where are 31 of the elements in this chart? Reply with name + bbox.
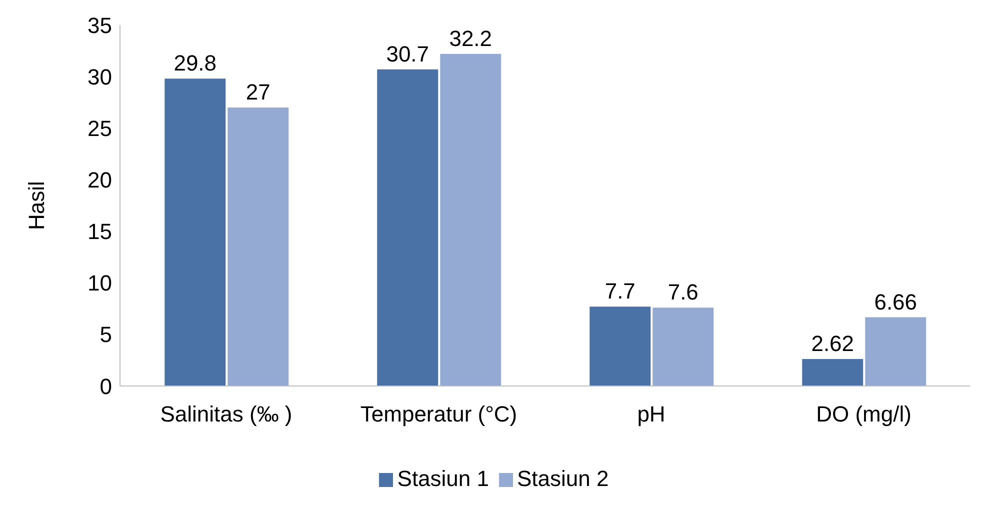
bar [228, 108, 289, 386]
y-tick-label: 20 [88, 168, 112, 193]
data-label: 30.7 [386, 41, 430, 66]
legend-label: Stasiun 1 [397, 466, 489, 491]
bar [590, 306, 651, 386]
x-tick-label: pH [637, 402, 666, 427]
data-label: 29.8 [174, 50, 217, 76]
bar [164, 78, 226, 386]
y-tick-label: 25 [88, 116, 112, 141]
bar [865, 317, 926, 386]
y-tick-label: 15 [88, 219, 112, 244]
y-tick-label: 35 [88, 12, 112, 38]
data-label: 6.66 [874, 289, 918, 314]
y-tick-label: 10 [88, 270, 112, 296]
y-axis-title: Hasil [24, 181, 49, 230]
y-tick-label: 30 [88, 64, 112, 90]
legend-label: Stasiun 2 [517, 466, 609, 491]
data-label: 7.7 [604, 278, 636, 304]
bar [440, 54, 502, 386]
x-tick-label: Salinitas (‰ ) [160, 402, 292, 427]
x-tick-label: DO (mg/l) [816, 402, 912, 427]
x-tick-label: Temperatur (°C) [360, 402, 518, 427]
data-label: 32.2 [449, 26, 492, 51]
data-label: 27 [246, 80, 270, 105]
bar [802, 358, 864, 386]
data-label: 2.62 [811, 330, 854, 356]
bar [652, 308, 714, 386]
bar [377, 69, 438, 386]
data-label: 7.6 [668, 280, 698, 305]
y-tick-label: 5 [100, 322, 112, 348]
y-tick-label: 0 [100, 374, 112, 399]
